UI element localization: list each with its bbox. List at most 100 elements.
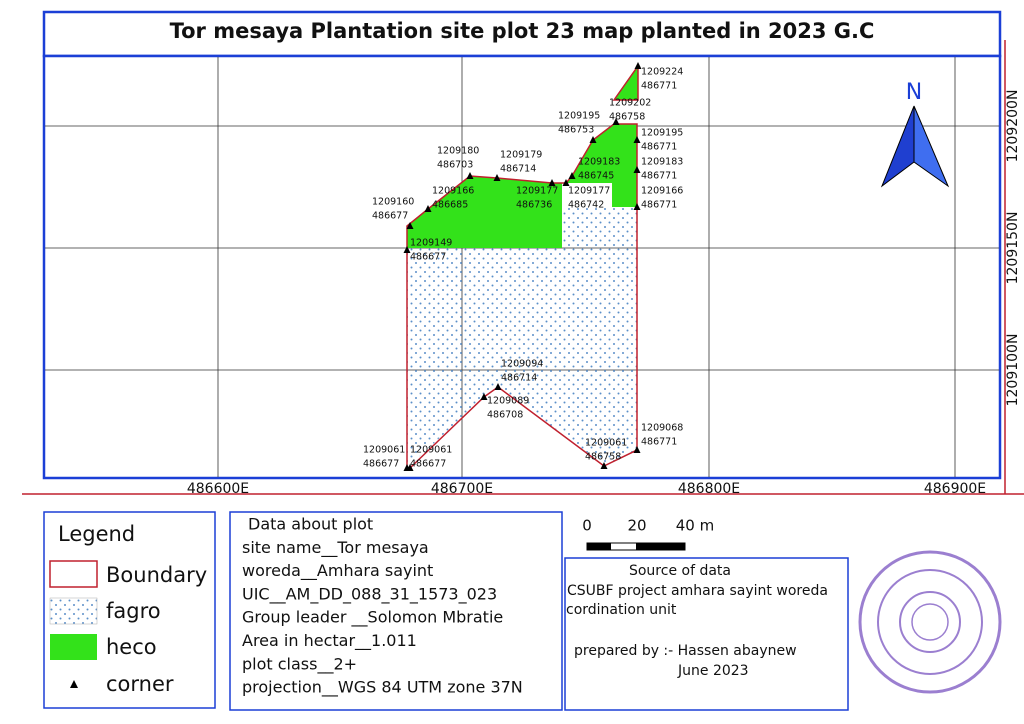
legend-item: corner (106, 672, 174, 696)
corner-label: 486677 (410, 252, 446, 263)
corner-label: 486758 (609, 112, 645, 123)
corner-label: 486708 (487, 410, 523, 421)
corner-marker (633, 166, 641, 173)
corner-marker (633, 203, 641, 210)
title: Tor mesaya Plantation site plot 23 map p… (170, 19, 875, 43)
x-label: 486600E (187, 481, 249, 497)
stamp (858, 550, 1002, 694)
corner-marker (612, 118, 620, 125)
legend-title: Legend (58, 522, 135, 546)
boundary (406, 123, 638, 469)
corner-marker (493, 174, 501, 181)
info-line: projection__WGS 84 UTM zone 37N (242, 678, 523, 698)
corner-label: 486677 (363, 459, 399, 470)
corner-marker (403, 246, 411, 253)
legend-swatch (49, 560, 98, 588)
scale-bar (587, 543, 611, 550)
heco-area (612, 63, 639, 101)
heco-area (407, 176, 562, 248)
scale-label: 20 (627, 517, 646, 535)
info-line: Area in hectar__1.011 (242, 631, 417, 651)
corner-label: 1209094 (501, 359, 543, 370)
y-label: 1209200N (1005, 90, 1021, 163)
x-label: 486800E (678, 481, 740, 497)
corner-label: 1209224 (641, 67, 683, 78)
corner-label: 486771 (641, 171, 677, 182)
corner-label: 486714 (501, 373, 537, 384)
x-label: 486900E (924, 481, 986, 497)
north-arrow: N (880, 80, 950, 188)
corner-label: 486771 (641, 437, 677, 448)
source-text: prepared by :- Hassen abaynew (574, 643, 797, 659)
corner-marker (633, 446, 641, 453)
corner-marker (634, 62, 642, 69)
corner-label: 1209177 (568, 186, 610, 197)
corner-label: 486758 (585, 452, 621, 463)
corner-label: 486771 (641, 200, 677, 211)
corner-label: 1209195 (558, 111, 600, 122)
source-text: cordination unit (566, 602, 677, 618)
corner-label: 1209149 (410, 238, 452, 249)
corner-label: 1209177 (516, 186, 558, 197)
source-text: CSUBF project amhara sayint woreda (567, 583, 828, 599)
legend-item: fagro (106, 599, 161, 623)
corner-label: 1209160 (372, 197, 414, 208)
legend-swatch (70, 680, 78, 688)
scale-label: 0 (582, 517, 592, 535)
source-box (564, 557, 849, 711)
corner-marker (548, 179, 556, 186)
corner-label: 486736 (516, 200, 552, 211)
title-box (42, 10, 1002, 58)
corner-label: 1209183 (578, 157, 620, 168)
corner-label: 1209180 (437, 146, 479, 157)
legend-item: Boundary (106, 563, 207, 587)
legend-swatch (49, 597, 98, 625)
heco-area (566, 124, 637, 207)
corner-label: 486753 (558, 125, 594, 136)
info-line: Group leader __Solomon Mbratie (242, 608, 503, 628)
corner-label: 1209089 (487, 396, 529, 407)
corner-label: 1209166 (641, 186, 683, 197)
corner-label: 1209166 (432, 186, 474, 197)
x-label: 486700E (431, 481, 493, 497)
source-text: Source of data (629, 563, 731, 579)
north-label: N (906, 80, 922, 105)
info-line: UIC__AM_DD_088_31_1573_023 (242, 584, 497, 604)
corner-marker (600, 462, 608, 469)
corner-marker (494, 383, 502, 390)
corner-marker (633, 136, 641, 143)
corner-label: 1209195 (641, 128, 683, 139)
y-label: 1209150N (1005, 212, 1021, 285)
corner-label: 1209061 (410, 445, 452, 456)
corner-label: 1209202 (609, 98, 651, 109)
source-text: June 2023 (677, 663, 749, 679)
corner-marker (568, 172, 576, 179)
corner-marker (589, 136, 597, 143)
legend-item: heco (106, 635, 157, 659)
corner-marker (480, 393, 488, 400)
corner-marker (406, 222, 414, 229)
y-label: 1209100N (1005, 334, 1021, 407)
corner-label: 486714 (500, 164, 536, 175)
info-box (229, 511, 563, 711)
info-line: Data about plot (248, 515, 373, 534)
corner-label: 486703 (437, 160, 473, 171)
corner-label: 1209068 (641, 423, 683, 434)
corner-marker (406, 464, 414, 471)
corner-label: 486771 (641, 81, 677, 92)
info-line: woreda__Amhara sayint (242, 561, 433, 581)
scale-bar (636, 543, 685, 550)
corner-marker (562, 179, 570, 186)
legend-swatch (50, 634, 97, 660)
fagro-area (407, 124, 637, 468)
corner-label: 1209183 (641, 157, 683, 168)
corner-marker (466, 172, 474, 179)
scale-label: 40 m (676, 517, 714, 535)
corner-label: 1209061 (363, 445, 405, 456)
corner-label: 486742 (568, 200, 604, 211)
corner-label: 486685 (432, 200, 468, 211)
corner-label: 486745 (578, 171, 614, 182)
info-line: site name__Tor mesaya (242, 538, 429, 558)
corner-marker (424, 205, 432, 212)
